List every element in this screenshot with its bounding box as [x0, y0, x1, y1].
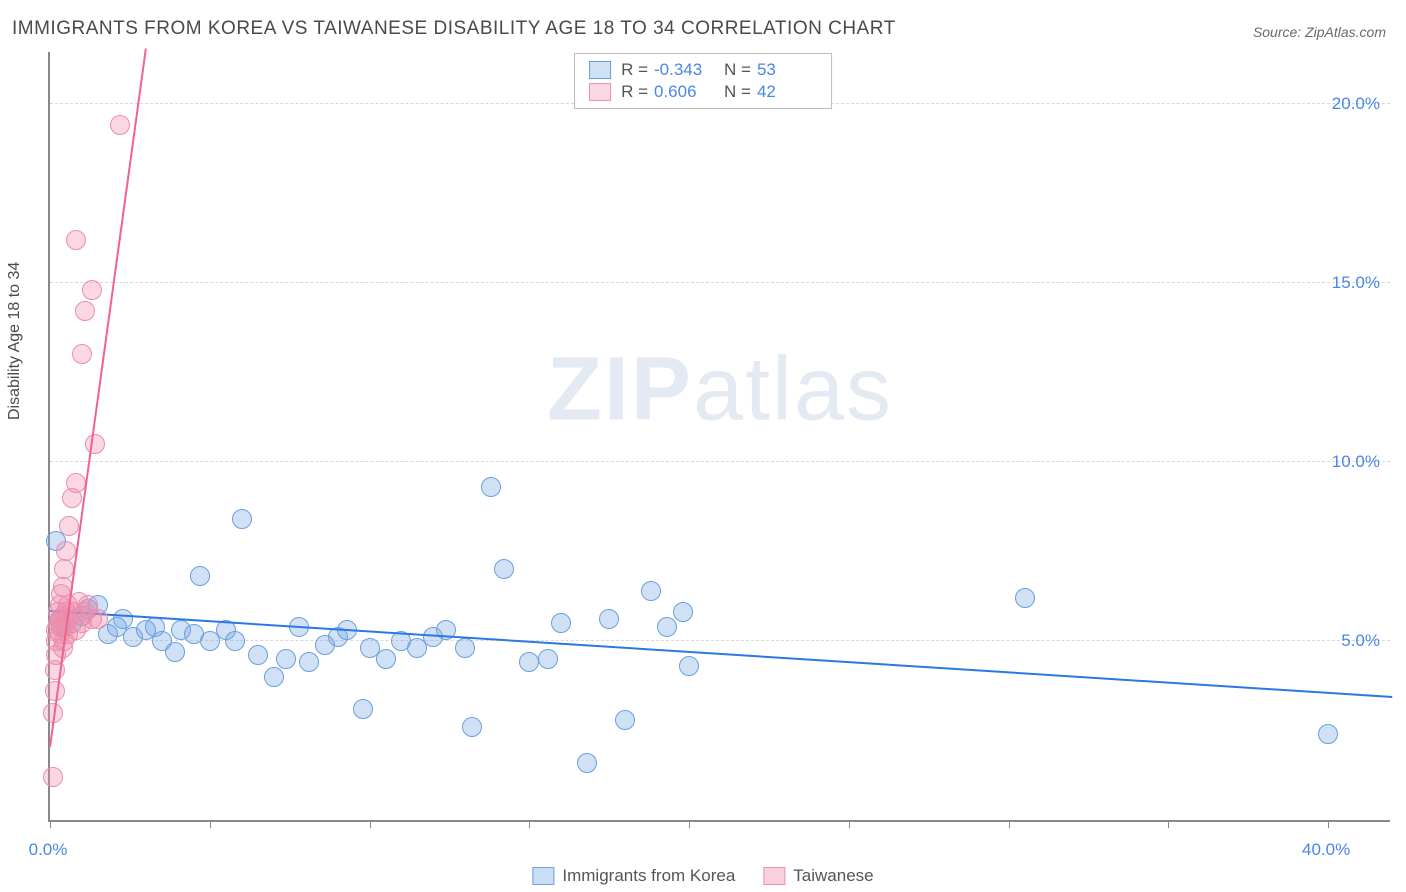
- series-legend: Immigrants from Korea Taiwanese: [532, 866, 873, 886]
- x-tick: [529, 820, 530, 828]
- data-point: [264, 667, 284, 687]
- data-point: [1318, 724, 1338, 744]
- data-point: [494, 559, 514, 579]
- legend-r-label: R =: [621, 60, 648, 80]
- data-point: [481, 477, 501, 497]
- data-point: [43, 767, 63, 787]
- data-point: [248, 645, 268, 665]
- data-point: [190, 566, 210, 586]
- data-point: [673, 602, 693, 622]
- x-tick: [1009, 820, 1010, 828]
- data-point: [110, 115, 130, 135]
- chart-title: IMMIGRANTS FROM KOREA VS TAIWANESE DISAB…: [12, 18, 896, 40]
- legend-n-label: N =: [724, 82, 751, 102]
- data-point: [551, 613, 571, 633]
- legend-item: Immigrants from Korea: [532, 866, 735, 886]
- legend-label: Taiwanese: [793, 866, 873, 886]
- legend-swatch: [589, 83, 611, 101]
- data-point: [56, 541, 76, 561]
- legend-swatch: [532, 867, 554, 885]
- data-point: [66, 473, 86, 493]
- watermark-text: ZIPatlas: [547, 338, 893, 441]
- data-point: [353, 699, 373, 719]
- data-point: [299, 652, 319, 672]
- legend-label: Immigrants from Korea: [562, 866, 735, 886]
- data-point: [615, 710, 635, 730]
- watermark-light: atlas: [693, 339, 893, 439]
- data-point: [455, 638, 475, 658]
- legend-row: R = 0.606 N = 42: [589, 81, 817, 103]
- legend-n-value: 42: [757, 82, 817, 102]
- source-attribution: Source: ZipAtlas.com: [1253, 24, 1386, 40]
- y-tick-label: 20.0%: [1332, 94, 1380, 114]
- x-tick: [1328, 820, 1329, 828]
- data-point: [641, 581, 661, 601]
- data-point: [679, 656, 699, 676]
- legend-swatch: [589, 61, 611, 79]
- correlation-legend: R = -0.343 N = 53R = 0.606 N = 42: [574, 53, 832, 109]
- data-point: [59, 516, 79, 536]
- legend-swatch: [763, 867, 785, 885]
- legend-r-value: 0.606: [654, 82, 714, 102]
- gridline-h: [50, 282, 1390, 283]
- data-point: [72, 344, 92, 364]
- legend-item: Taiwanese: [763, 866, 873, 886]
- data-point: [82, 280, 102, 300]
- legend-r-value: -0.343: [654, 60, 714, 80]
- legend-r-label: R =: [621, 82, 648, 102]
- legend-n-value: 53: [757, 60, 817, 80]
- x-tick: [1168, 820, 1169, 828]
- legend-row: R = -0.343 N = 53: [589, 59, 817, 81]
- y-axis-label: Disability Age 18 to 34: [6, 262, 24, 420]
- data-point: [599, 609, 619, 629]
- data-point: [66, 230, 86, 250]
- gridline-h: [50, 461, 1390, 462]
- data-point: [276, 649, 296, 669]
- data-point: [85, 434, 105, 454]
- x-tick: [689, 820, 690, 828]
- x-tick: [849, 820, 850, 828]
- y-tick-label: 5.0%: [1341, 631, 1380, 651]
- data-point: [225, 631, 245, 651]
- legend-n-label: N =: [724, 60, 751, 80]
- x-tick-label: 40.0%: [1302, 840, 1350, 854]
- x-tick: [210, 820, 211, 828]
- gridline-h: [50, 640, 1390, 641]
- watermark-bold: ZIP: [547, 339, 693, 439]
- y-tick-label: 15.0%: [1332, 273, 1380, 293]
- data-point: [577, 753, 597, 773]
- data-point: [376, 649, 396, 669]
- data-point: [657, 617, 677, 637]
- data-point: [113, 609, 133, 629]
- y-tick-label: 10.0%: [1332, 452, 1380, 472]
- data-point: [462, 717, 482, 737]
- data-point: [165, 642, 185, 662]
- data-point: [538, 649, 558, 669]
- data-point: [232, 509, 252, 529]
- data-point: [75, 301, 95, 321]
- data-point: [1015, 588, 1035, 608]
- data-point: [519, 652, 539, 672]
- x-tick-label: 0.0%: [29, 840, 68, 854]
- scatter-plot-area: ZIPatlas 5.0% 10.0% 15.0% 20.0%: [48, 52, 1390, 822]
- x-tick: [370, 820, 371, 828]
- x-tick: [50, 820, 51, 828]
- data-point: [88, 609, 108, 629]
